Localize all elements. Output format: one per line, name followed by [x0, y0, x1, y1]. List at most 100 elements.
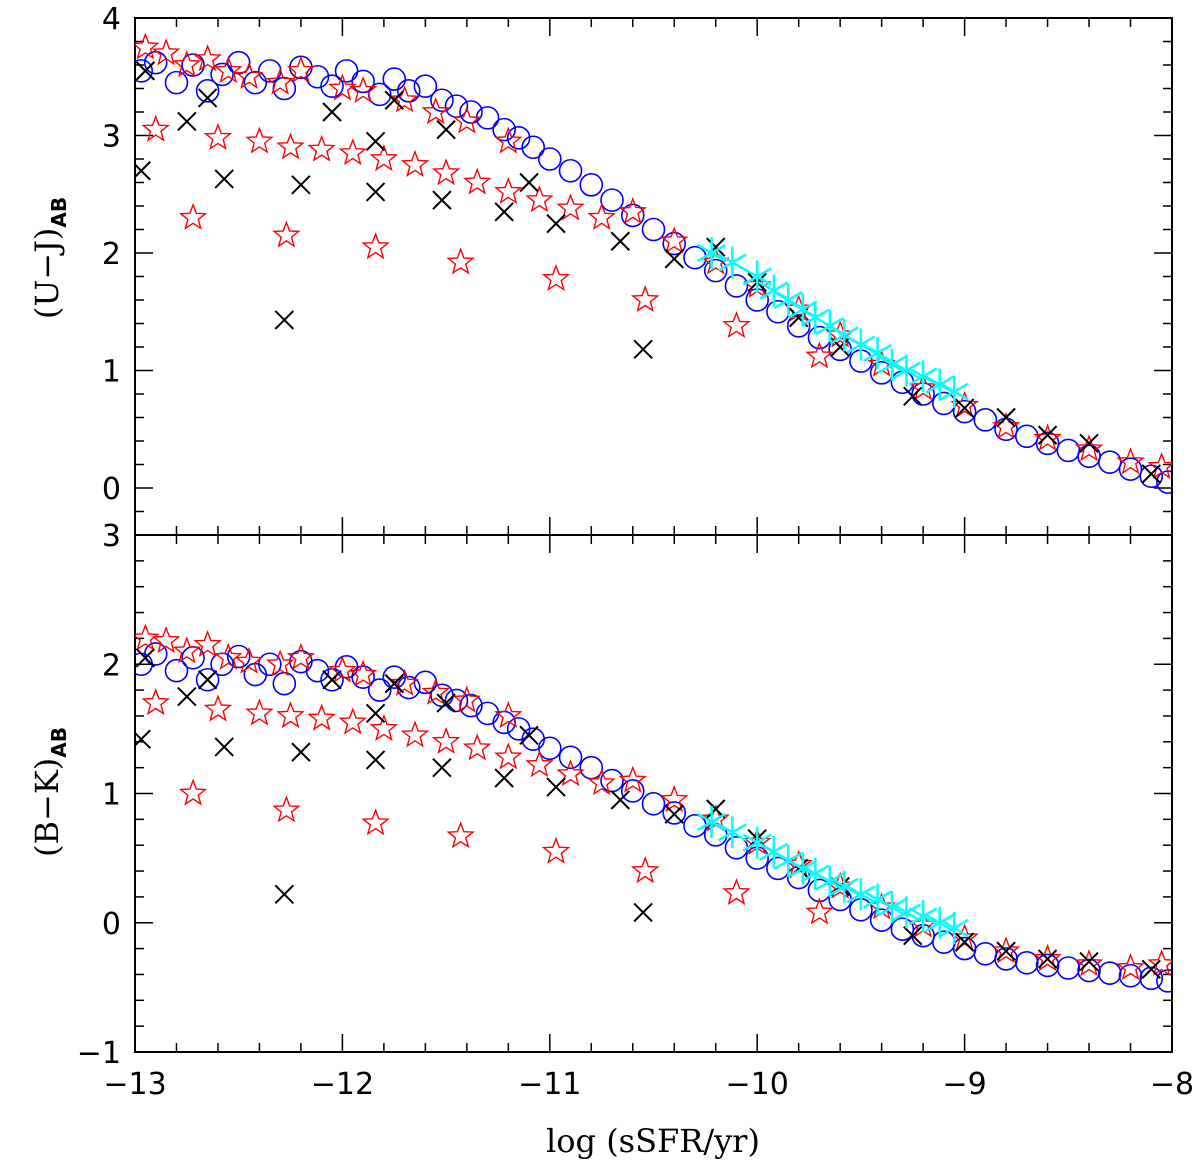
bottom-star-point	[722, 878, 751, 906]
bottom-asterisk-point	[908, 900, 938, 933]
top-star-point	[722, 310, 751, 338]
bottom-circle-point	[305, 658, 330, 683]
top-circle-point	[724, 274, 749, 298]
top-cross-point	[519, 172, 539, 193]
top-circle-point	[521, 135, 546, 160]
top-circle-point	[320, 74, 344, 98]
bottom-circle-point	[1097, 961, 1122, 985]
top-circle-point	[1015, 424, 1039, 449]
top-asterisk-point	[697, 237, 727, 269]
top-circle-point	[703, 258, 728, 283]
top-cross-point	[177, 111, 197, 132]
top-star-point	[151, 38, 181, 66]
bottom-star-point	[462, 733, 492, 761]
bottom-cross-point	[494, 768, 514, 788]
top-data-layer	[135, 32, 1172, 494]
bottom-star-point	[348, 659, 378, 687]
bottom-asterisk-point	[925, 906, 955, 939]
bottom-cross-point	[291, 742, 311, 762]
bottom-cross-point	[365, 703, 386, 724]
top-circle-point	[973, 408, 998, 432]
top-asterisk-point	[939, 375, 969, 408]
bottom-circle-point	[226, 644, 251, 669]
bottom-circle-point	[662, 801, 687, 825]
bottom-star-point	[193, 629, 222, 658]
top-circle-point	[1056, 438, 1081, 463]
bottom-cross-point	[519, 725, 539, 746]
bottom-cross-point	[436, 693, 456, 713]
top-circle-point	[243, 70, 268, 95]
top-cross-point	[322, 102, 342, 122]
top-circle-point	[620, 203, 645, 228]
top-star-point	[421, 97, 450, 125]
top-circle-point	[952, 399, 977, 424]
bottom-asterisk-point	[829, 870, 859, 903]
bottom-star-point	[178, 778, 208, 806]
bottom-circle-point	[1139, 966, 1164, 991]
x-tick-label: −9	[942, 1067, 986, 1102]
bottom-star-point	[805, 897, 834, 925]
bottom-cross-point	[135, 648, 156, 668]
top-cross-point	[365, 131, 386, 152]
top-star-point	[1033, 423, 1062, 451]
top-circle-point	[1097, 450, 1122, 474]
top-star-point	[214, 55, 243, 84]
bottom-star-point	[618, 765, 647, 793]
bottom-circle-point	[620, 779, 645, 803]
bottom-cross-point	[996, 941, 1016, 961]
top-star-point	[660, 226, 689, 254]
bottom-star-point	[431, 726, 461, 754]
top-star-point	[245, 126, 274, 154]
top-star-point	[1074, 434, 1104, 462]
bottom-star-point	[494, 701, 523, 729]
bottom-star-point	[245, 698, 274, 726]
top-cross-point	[384, 90, 404, 110]
top-star-point	[390, 85, 419, 113]
bottom-star-point	[369, 713, 399, 742]
top-circle-point	[430, 88, 454, 113]
top-cross-point	[494, 202, 514, 222]
top-cross-point	[135, 161, 151, 181]
bottom-cross-point	[903, 925, 923, 946]
top-star-point	[1147, 451, 1172, 479]
bottom-star-point	[587, 768, 616, 796]
top-cross-point	[197, 88, 218, 108]
bottom-star-point	[1074, 949, 1104, 977]
top-circle-point	[210, 62, 234, 87]
top-cross-point	[633, 339, 653, 360]
bottom-star-point	[390, 668, 419, 696]
bottom-star-point	[361, 808, 390, 836]
bottom-circle-point	[272, 671, 297, 696]
bottom-circle-point	[1118, 963, 1143, 988]
top-circle-point	[641, 217, 666, 242]
bottom-star-point	[234, 646, 264, 674]
bottom-y-axis-title: (B−K)AB	[28, 727, 71, 857]
top-star-point	[525, 185, 554, 213]
bottom-cross-point	[664, 804, 684, 824]
top-star-point	[338, 138, 367, 166]
bottom-star-point	[556, 759, 585, 787]
top-star-point	[630, 284, 660, 313]
top-star-point	[541, 263, 571, 291]
top-circle-point	[1118, 457, 1143, 482]
top-circle-point	[932, 391, 956, 416]
top-star-point	[141, 114, 170, 142]
bottom-circle-point	[367, 678, 392, 702]
bottom-cross-point	[365, 750, 386, 770]
bottom-cross-point	[197, 670, 218, 690]
top-circle-point	[766, 299, 790, 324]
top-circle-point	[506, 126, 531, 150]
bottom-circle-point	[195, 667, 220, 692]
x-tick-label: −13	[103, 1067, 166, 1102]
bottom-cross-point	[1079, 951, 1099, 972]
bottom-asterisk-point	[892, 896, 922, 929]
top-y-axis-title: (U−J)AB	[28, 197, 71, 319]
bottom-circle-point	[506, 717, 531, 741]
top-circle-point	[164, 70, 189, 95]
top-star-point	[494, 126, 523, 154]
bottom-star-point	[630, 855, 660, 884]
bottom-y-tick-label: 2	[102, 648, 121, 683]
top-circle-point	[334, 59, 359, 83]
top-circle-point	[537, 147, 562, 171]
bottom-cross-point	[214, 737, 234, 757]
